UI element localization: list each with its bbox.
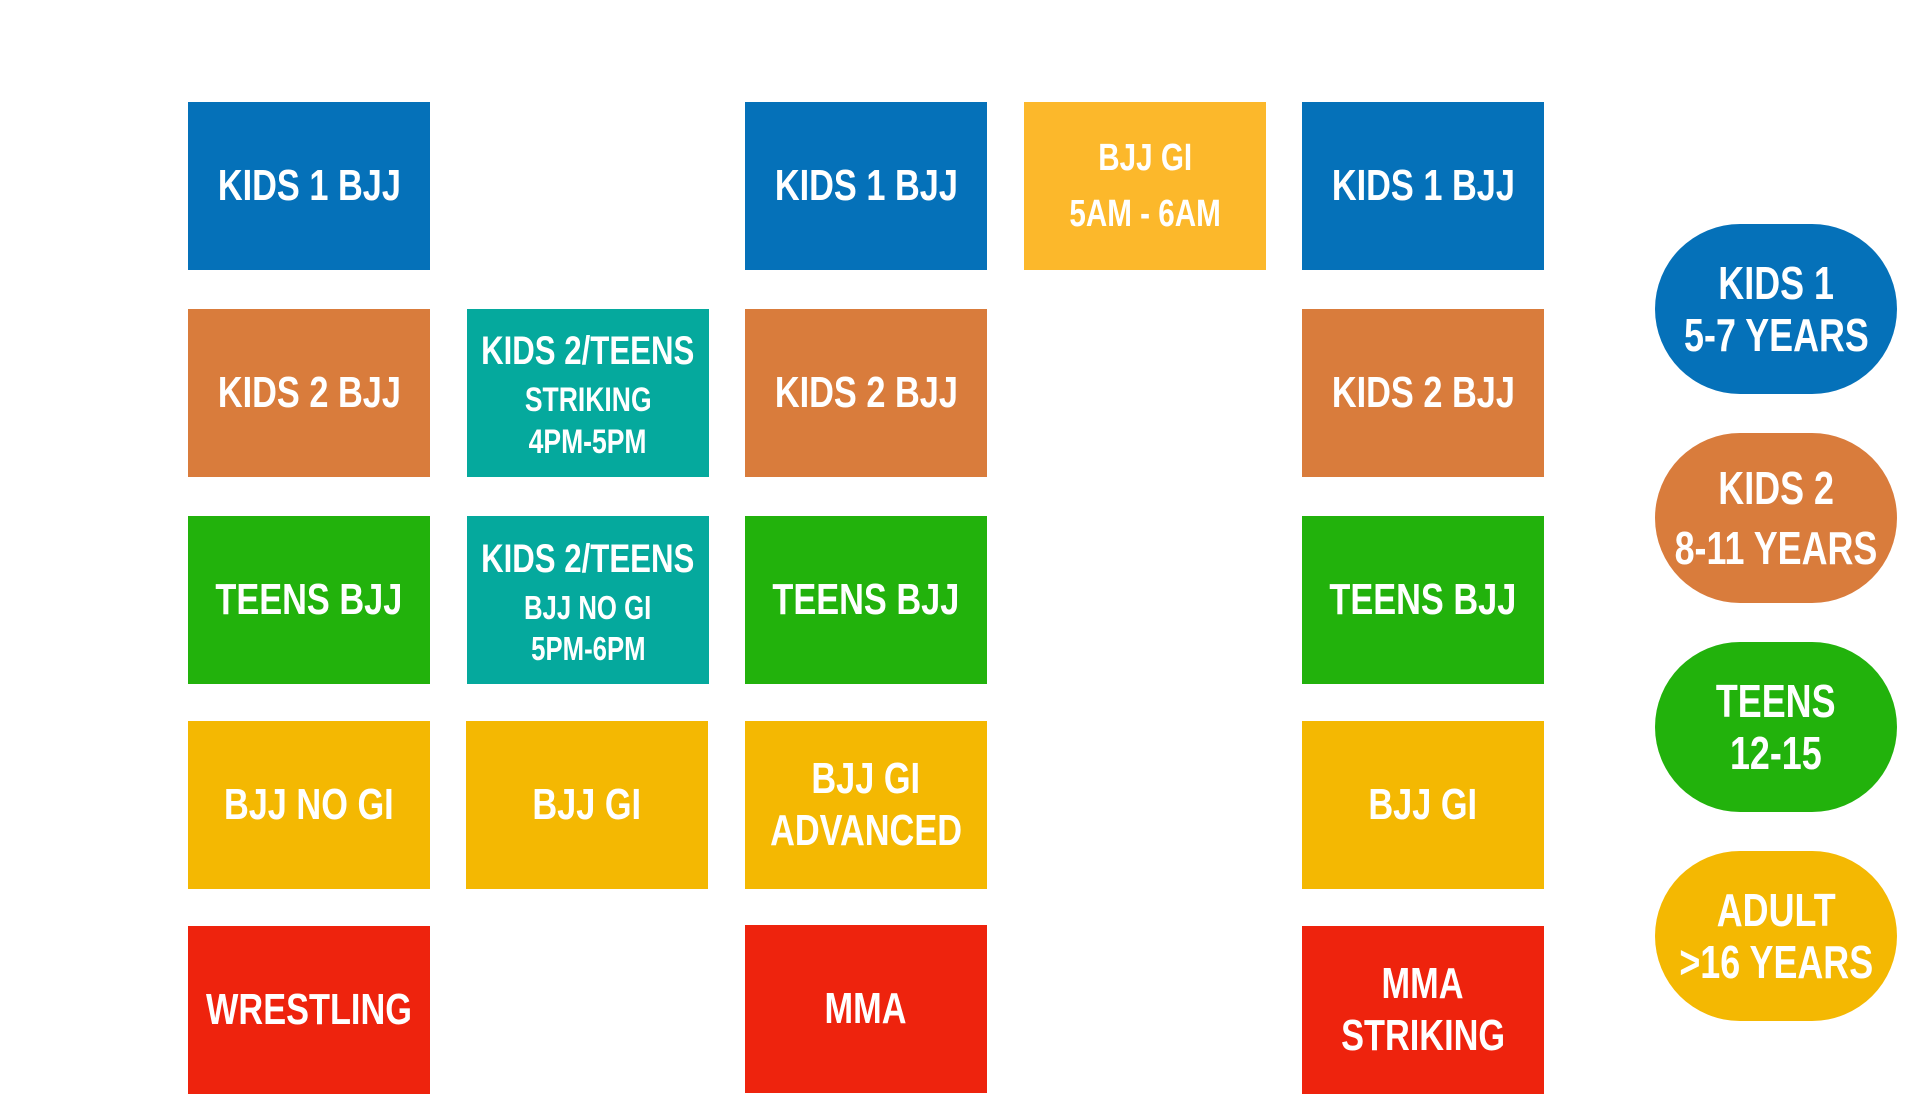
class-label: KIDS 2 BJJ bbox=[217, 368, 401, 417]
class-block-teens-bjj: TEENS BJJ bbox=[188, 516, 430, 684]
class-label: KIDS 2 BJJ bbox=[1331, 368, 1515, 417]
class-label: KIDS 1 BJJ bbox=[774, 161, 958, 210]
class-block-teens-bjj: TEENS BJJ bbox=[745, 516, 987, 684]
class-block-kids1-bjj: KIDS 1 BJJ bbox=[745, 102, 987, 270]
class-label: WRESTLING bbox=[206, 985, 412, 1034]
legend-label: TEENS bbox=[1716, 675, 1836, 727]
class-label: KIDS 1 BJJ bbox=[217, 161, 401, 210]
legend-kids2: KIDS 2 8-11 YEARS bbox=[1655, 433, 1897, 603]
class-block-wrestling: WRESTLING bbox=[188, 926, 430, 1094]
class-label: TEENS BJJ bbox=[772, 575, 960, 624]
class-block-teens-bjj: TEENS BJJ bbox=[1302, 516, 1544, 684]
class-block-kids2-bjj: KIDS 2 BJJ bbox=[745, 309, 987, 477]
legend-teens: TEENS 12-15 bbox=[1655, 642, 1897, 812]
class-block-bjj-gi-advanced: BJJ GI ADVANCED bbox=[745, 721, 987, 889]
class-sublabel: BJJ NO GI bbox=[524, 589, 652, 626]
class-label: BJJ NO GI bbox=[224, 780, 394, 829]
class-label: KIDS 2/TEENS bbox=[481, 329, 695, 373]
class-sublabel: STRIKING bbox=[524, 381, 652, 419]
legend-label: ADULT bbox=[1716, 884, 1836, 936]
class-block-kids2-bjj: KIDS 2 BJJ bbox=[1302, 309, 1544, 477]
class-time: 4PM-5PM bbox=[529, 423, 647, 461]
class-block-kids2-bjj: KIDS 2 BJJ bbox=[188, 309, 430, 477]
legend-age: 8-11 YEARS bbox=[1674, 522, 1878, 574]
class-label: MMA bbox=[1382, 959, 1464, 1008]
legend-label: KIDS 2 bbox=[1718, 462, 1834, 514]
legend-kids1: KIDS 1 5-7 YEARS bbox=[1655, 224, 1897, 394]
class-block-kids2-teens-striking: KIDS 2/TEENS STRIKING 4PM-5PM bbox=[467, 309, 709, 477]
class-time: 5PM-6PM bbox=[530, 630, 646, 667]
class-label: MMA bbox=[825, 984, 907, 1033]
class-block-mma: MMA bbox=[745, 925, 987, 1093]
class-block-kids2-teens-bjj-no-gi: KIDS 2/TEENS BJJ NO GI 5PM-6PM bbox=[467, 516, 709, 684]
class-block-bjj-no-gi: BJJ NO GI bbox=[188, 721, 430, 889]
class-label: TEENS BJJ bbox=[215, 575, 403, 624]
class-block-bjj-gi: BJJ GI bbox=[1302, 721, 1544, 889]
class-label: KIDS 1 BJJ bbox=[1331, 161, 1515, 210]
class-label: BJJ GI bbox=[1368, 780, 1478, 829]
class-label: KIDS 2 BJJ bbox=[774, 368, 958, 417]
class-block-bjj-gi-morning: BJJ GI 5AM - 6AM bbox=[1024, 102, 1266, 270]
class-block-kids1-bjj: KIDS 1 BJJ bbox=[1302, 102, 1544, 270]
class-block-kids1-bjj: KIDS 1 BJJ bbox=[188, 102, 430, 270]
class-sublabel: STRIKING bbox=[1341, 1011, 1505, 1060]
legend-adult: ADULT >16 YEARS bbox=[1655, 851, 1897, 1021]
class-block-bjj-gi: BJJ GI bbox=[466, 721, 708, 889]
class-sublabel: ADVANCED bbox=[770, 806, 962, 855]
legend-age: 12-15 bbox=[1730, 727, 1822, 779]
class-block-mma-striking: MMA STRIKING bbox=[1302, 926, 1544, 1094]
legend-label: KIDS 1 bbox=[1718, 257, 1834, 309]
class-label: BJJ GI bbox=[1098, 137, 1192, 179]
class-label: BJJ GI bbox=[811, 754, 921, 803]
legend-age: >16 YEARS bbox=[1679, 936, 1873, 988]
legend-age: 5-7 YEARS bbox=[1683, 309, 1869, 361]
class-label: BJJ GI bbox=[532, 780, 642, 829]
class-time: 5AM - 6AM bbox=[1069, 193, 1221, 235]
class-label: TEENS BJJ bbox=[1329, 575, 1517, 624]
class-label: KIDS 2/TEENS bbox=[481, 537, 695, 581]
